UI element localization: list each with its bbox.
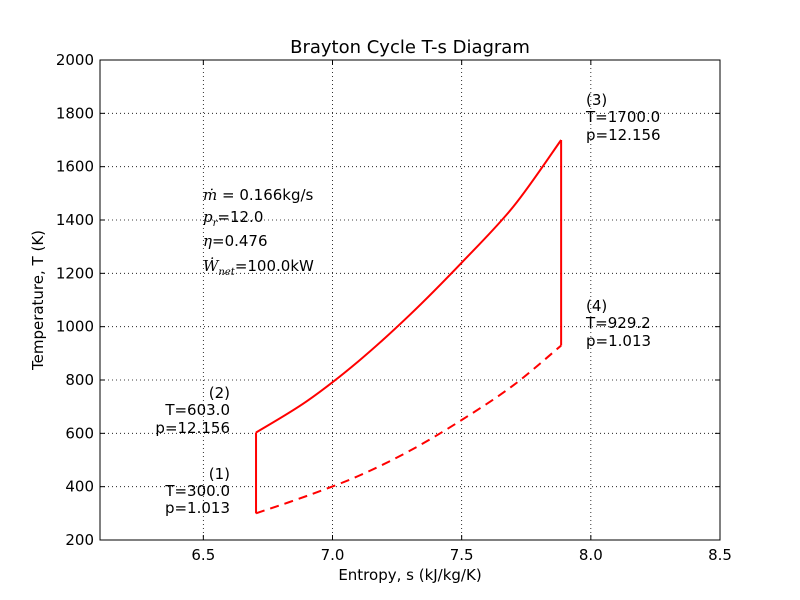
pressure-ratio-value: =12.0 <box>217 208 263 226</box>
efficiency-text: η=0.476 <box>203 232 268 250</box>
cycle-info: ṁ = 0.166kg/s pr=12.0 η=0.476 Ẇnet=100.0… <box>203 186 314 278</box>
x-tick-label: 8.5 <box>708 546 732 564</box>
y-tick-label: 1600 <box>56 158 94 176</box>
x-tick-label: 6.5 <box>191 546 215 564</box>
y-tick-label: 1200 <box>56 264 94 282</box>
chart-title: Brayton Cycle T-s Diagram <box>290 37 530 58</box>
state-1-pressure: p=1.013 <box>165 499 230 517</box>
state-2-label: (2) T=603.0 p=12.156 <box>155 384 230 437</box>
state-4-temperature: T=929.2 <box>585 314 651 332</box>
x-tick-label: 8.0 <box>579 546 603 564</box>
pressure-ratio-subscript: r <box>213 218 219 229</box>
net-work-value: =100.0kW <box>235 257 314 275</box>
net-work-text: Ẇnet=100.0kW <box>203 257 314 278</box>
x-tick-label: 7.5 <box>450 546 474 564</box>
y-tick-label: 1800 <box>56 104 94 122</box>
efficiency-symbol: η <box>203 232 212 250</box>
mass-flow-value: = 0.166kg/s <box>217 186 313 204</box>
state-2-id: (2) <box>209 384 230 402</box>
state-2-temperature: T=603.0 <box>164 401 230 419</box>
state-4-id: (4) <box>586 297 607 315</box>
state-4-label: (4) T=929.2 p=1.013 <box>585 297 651 350</box>
mass-flow-text: ṁ = 0.166kg/s <box>203 186 314 204</box>
ticks: 6.5 7.0 7.5 8.0 8.5 200 400 600 800 1000 1200 1400 1… <box>56 51 732 564</box>
state-2-pressure: p=12.156 <box>155 419 230 437</box>
y-tick-label: 600 <box>65 424 94 442</box>
y-tick-label: 200 <box>65 531 94 549</box>
series-group <box>255 139 563 515</box>
mass-flow-symbol: ṁ <box>203 186 217 204</box>
state-3-pressure: p=12.156 <box>586 126 661 144</box>
state-1-temperature: T=300.0 <box>164 482 230 500</box>
heat-addition-curve <box>255 139 562 434</box>
state-4-pressure: p=1.013 <box>586 332 651 350</box>
state-1-label: (1) T=300.0 p=1.013 <box>164 465 230 517</box>
x-axis-label: Entropy, s (kJ/kg/K) <box>338 566 481 584</box>
efficiency-value: =0.476 <box>212 232 268 250</box>
net-work-subscript: net <box>218 267 235 278</box>
y-tick-label: 800 <box>65 371 94 389</box>
pressure-ratio-symbol: p <box>203 208 213 226</box>
state-3-temperature: T=1700.0 <box>585 108 660 126</box>
net-work-symbol: Ẇ <box>203 257 220 275</box>
y-tick-label: 2000 <box>56 51 94 69</box>
y-tick-label: 1000 <box>56 318 94 336</box>
state-3-label: (3) T=1700.0 p=12.156 <box>585 91 661 144</box>
pressure-ratio-text: pr=12.0 <box>203 208 263 229</box>
state-1-id: (1) <box>209 465 230 483</box>
plot-frame <box>99 59 721 541</box>
y-axis-label: Temperature, T (K) <box>29 230 47 371</box>
heat-rejection-curve <box>255 344 562 515</box>
y-tick-label: 1400 <box>56 211 94 229</box>
y-tick-label: 400 <box>65 478 94 496</box>
x-tick-label: 7.0 <box>321 546 345 564</box>
state-3-id: (3) <box>586 91 607 109</box>
